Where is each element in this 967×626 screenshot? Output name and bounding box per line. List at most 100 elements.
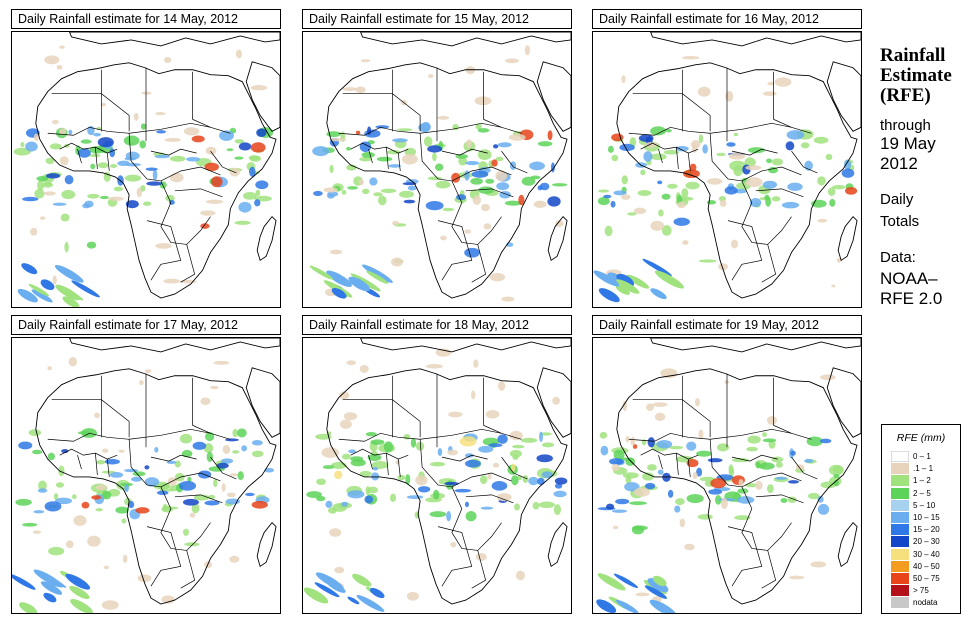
rain-cell	[59, 45, 65, 49]
rain-cell	[681, 55, 700, 60]
country-border	[761, 244, 777, 283]
rain-cell	[226, 148, 234, 152]
rain-cell	[774, 77, 792, 87]
country-border	[437, 526, 473, 587]
legend-label: .1 – 1	[913, 464, 934, 474]
rain-cell	[371, 461, 389, 469]
rain-cell	[364, 495, 374, 504]
rainfall-map	[302, 337, 572, 614]
rain-cell	[22, 522, 38, 527]
panel-title: Daily Rainfall estimate for 17 May, 2012	[11, 315, 281, 335]
map-canvas	[309, 32, 571, 302]
rain-cell	[626, 274, 650, 289]
rain-cell	[692, 472, 698, 480]
rain-cell	[477, 149, 492, 160]
rain-cell	[346, 146, 351, 151]
country-border	[741, 486, 792, 551]
rain-cell	[745, 165, 762, 171]
rain-cell	[677, 201, 686, 209]
rain-cell	[652, 402, 668, 407]
panel-title: Daily Rainfall estimate for 15 May, 2012	[302, 9, 572, 29]
rain-cell	[647, 578, 669, 593]
rain-cell	[334, 566, 345, 574]
rain-cell	[348, 449, 357, 454]
legend-label: 5 – 10	[913, 500, 936, 510]
rain-cell	[225, 438, 239, 442]
rain-cell	[44, 501, 62, 512]
rain-cell	[69, 585, 90, 600]
rain-cell	[355, 86, 366, 94]
rain-cell	[251, 439, 263, 446]
rain-cell	[644, 142, 658, 148]
rain-cell	[256, 128, 267, 137]
data-source: NOAA– RFE 2.0	[880, 269, 942, 309]
rain-cell	[661, 225, 672, 236]
country-border	[368, 453, 401, 478]
rain-cell	[123, 135, 140, 146]
rain-cell	[607, 145, 614, 153]
rain-cell	[765, 196, 771, 207]
rain-cell	[681, 188, 689, 199]
rain-cell	[520, 437, 538, 443]
rain-cell	[28, 429, 42, 436]
rain-cell	[781, 201, 800, 209]
rain-cell	[518, 194, 525, 206]
rain-cell	[68, 356, 78, 367]
rain-cell	[775, 461, 783, 468]
rain-cell	[512, 444, 525, 449]
rain-cell	[608, 458, 624, 465]
country-border	[342, 93, 421, 132]
legend-swatch	[891, 560, 909, 572]
rain-cell	[758, 462, 775, 470]
rainfall-map	[592, 31, 862, 308]
rain-cell	[32, 530, 42, 534]
rain-cell	[532, 501, 540, 510]
rain-cell	[820, 374, 836, 381]
rain-cell	[406, 495, 424, 500]
legend-label: 40 – 50	[913, 561, 940, 571]
rain-cell	[537, 141, 553, 147]
rain-cell	[360, 59, 371, 63]
rain-cell	[352, 573, 372, 587]
rain-cell	[72, 494, 77, 500]
rain-cell	[480, 506, 494, 510]
rain-overlay	[13, 45, 274, 307]
rain-cell	[427, 145, 443, 153]
madagascar-outline	[256, 521, 277, 568]
rain-cell	[221, 458, 234, 464]
rain-cell	[68, 129, 73, 135]
rain-cell	[667, 489, 674, 498]
rain-cell	[827, 187, 836, 196]
rain-cell	[313, 190, 323, 197]
rain-cell	[492, 144, 499, 149]
arabia-outline	[536, 367, 571, 438]
rain-cell	[37, 180, 45, 191]
rain-cell	[547, 196, 561, 207]
rain-cell	[425, 200, 444, 211]
legend-swatch	[891, 512, 909, 523]
rain-cell	[625, 436, 630, 443]
rain-cell	[747, 435, 761, 444]
rain-cell	[32, 449, 43, 455]
rain-cell	[699, 476, 716, 482]
rain-cell	[96, 460, 106, 465]
rain-cell	[144, 477, 160, 487]
map-canvas	[12, 338, 280, 613]
europe-outline	[650, 338, 861, 353]
rain-cell	[34, 188, 45, 199]
europe-outline	[360, 32, 571, 47]
rainfall-map	[302, 31, 572, 308]
rain-cell	[613, 573, 639, 589]
rain-cell	[733, 132, 739, 137]
rain-cell	[19, 602, 38, 613]
rain-cell	[343, 412, 358, 421]
rain-cell	[321, 447, 339, 458]
rain-cell	[547, 130, 553, 141]
rain-cell	[376, 156, 393, 162]
rain-cell	[817, 503, 830, 515]
rain-cell	[31, 289, 53, 303]
rain-cell	[745, 177, 763, 188]
rain-cell	[64, 241, 69, 253]
rain-cell	[825, 153, 833, 161]
legend-swatch	[891, 573, 909, 584]
